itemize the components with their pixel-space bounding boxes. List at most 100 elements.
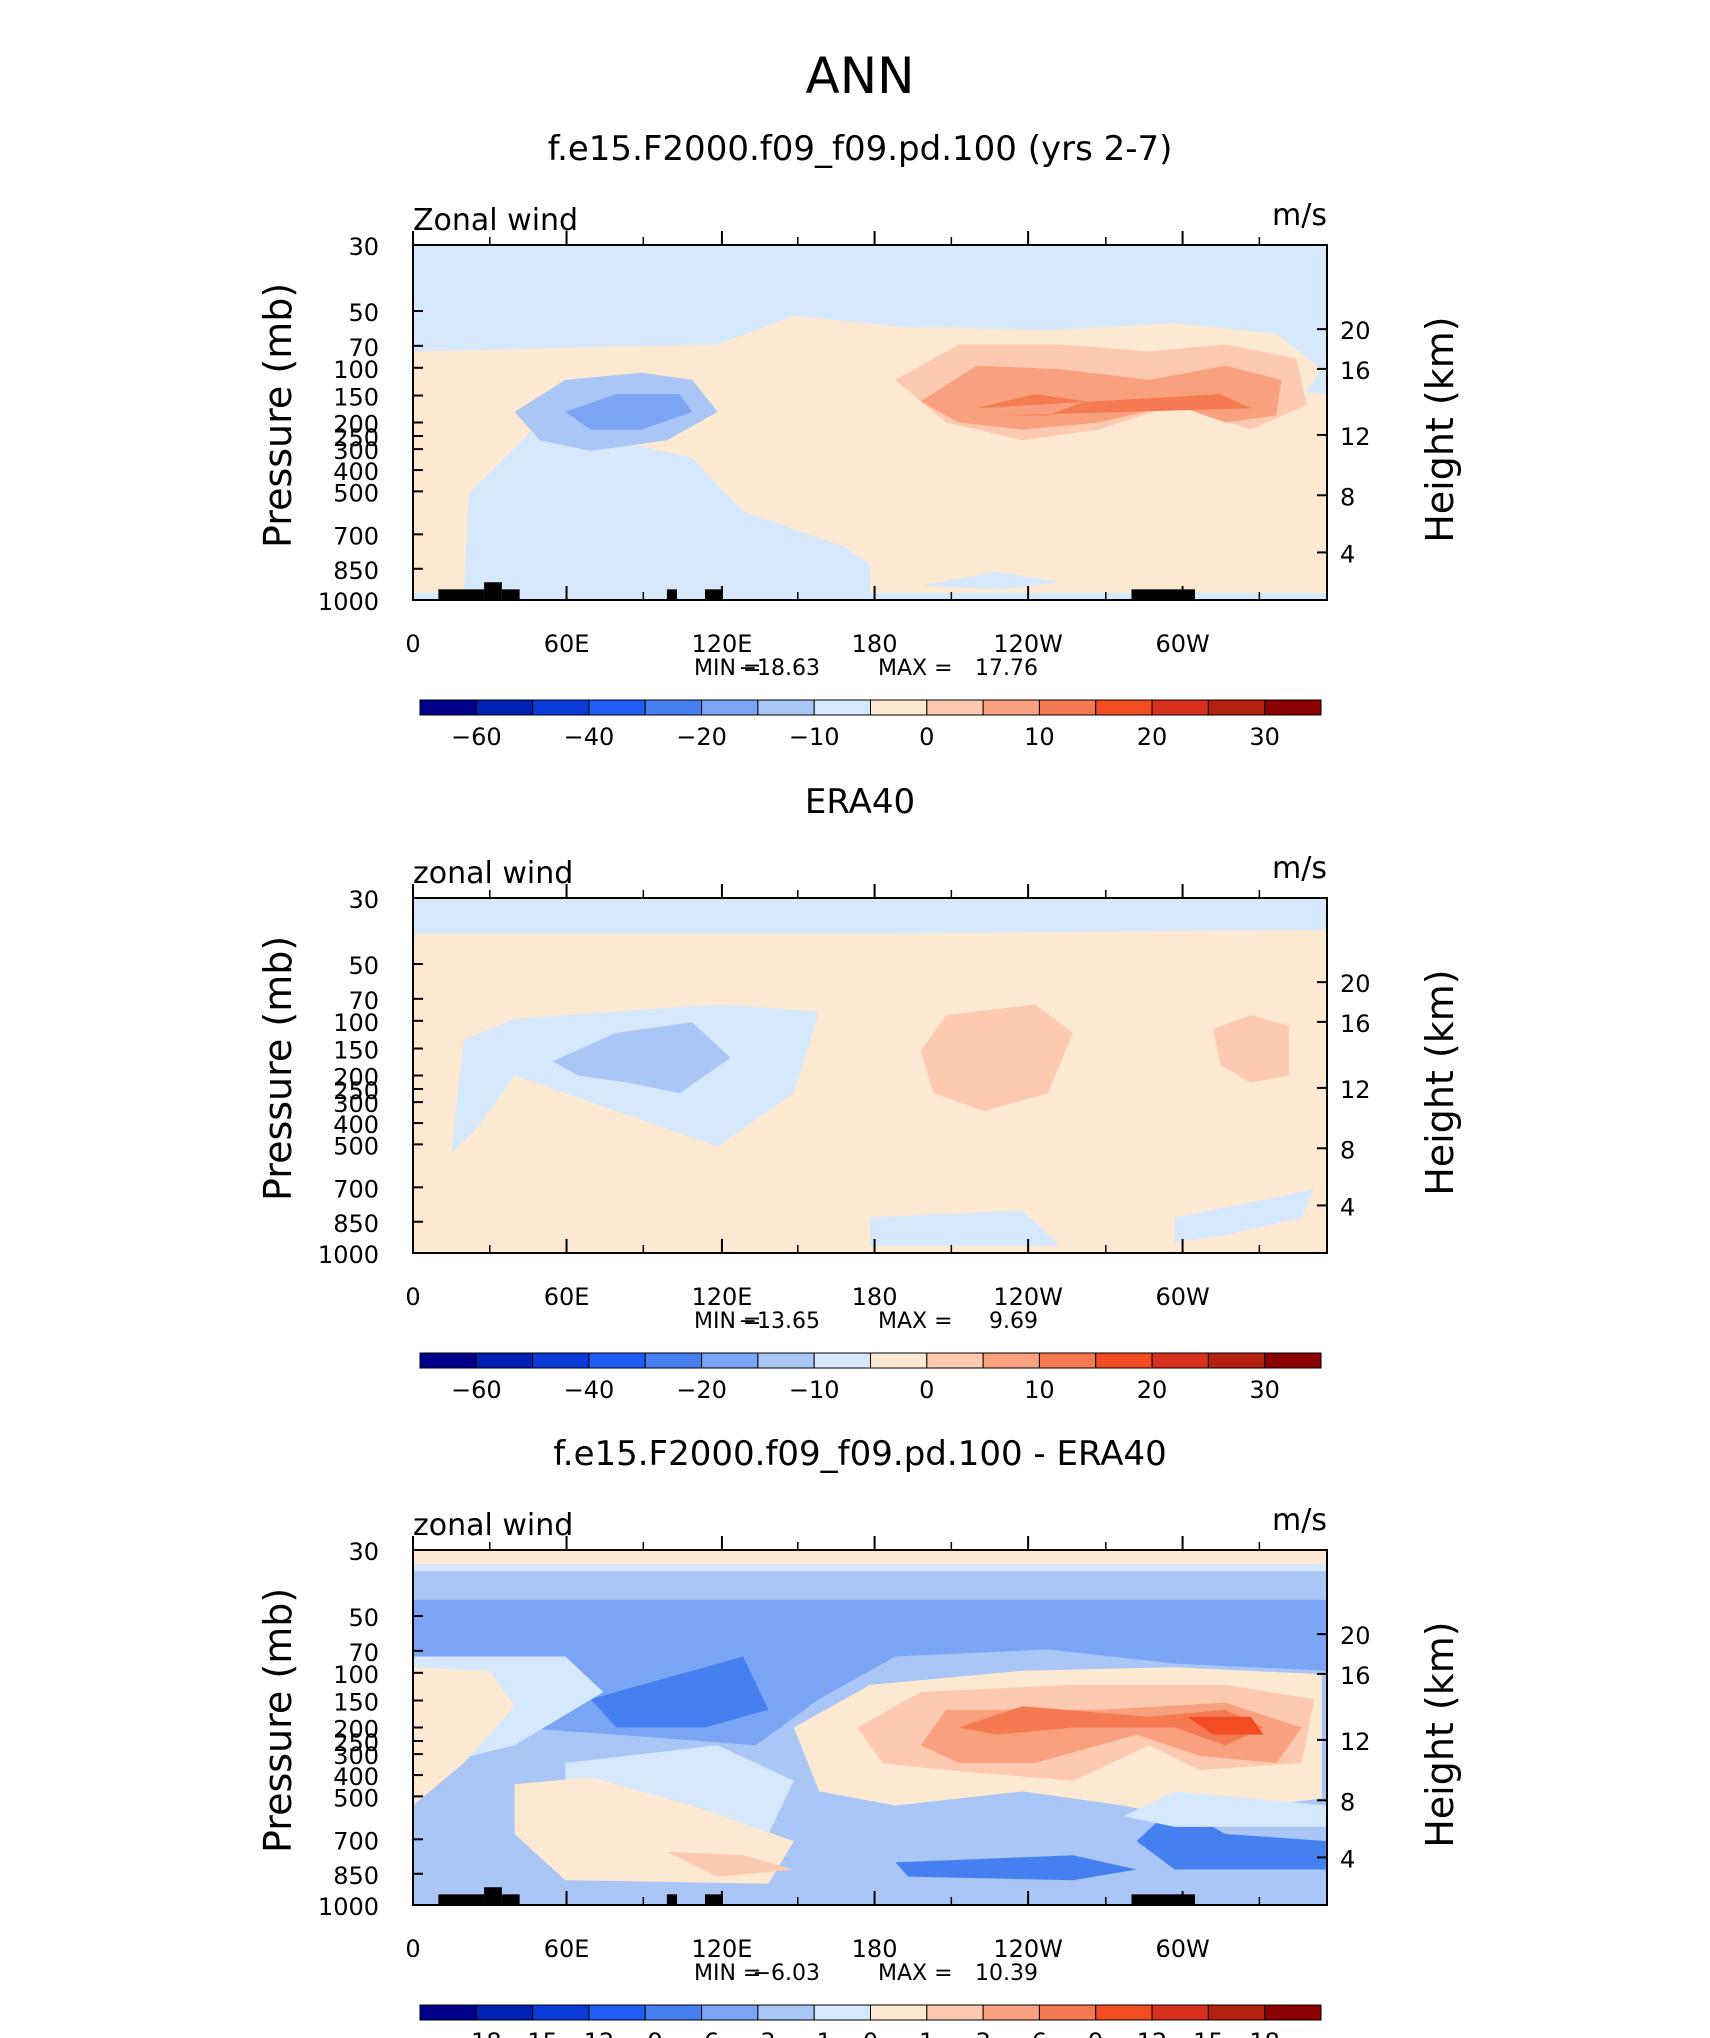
- colorbar-label: −12: [564, 2028, 615, 2038]
- y-tick-label: 850: [333, 557, 379, 585]
- y-right-axis-label: Height (km): [1418, 1621, 1462, 1847]
- y-tick-label: 200: [333, 1064, 379, 1092]
- colorbar-label: 0: [919, 723, 934, 751]
- colorbar-label: −18: [451, 2028, 502, 2038]
- colorbar-cell: [926, 699, 984, 716]
- colorbar-label: −10: [789, 1376, 840, 1404]
- colorbar-cell: [588, 2004, 646, 2021]
- contour-region: [666, 1851, 794, 1877]
- max-label: MAX =: [878, 1961, 953, 1986]
- colorbar-cell: [1151, 2004, 1209, 2021]
- x-tick-label: 120E: [691, 630, 752, 658]
- contour-region: [539, 1182, 744, 1246]
- y-tick-label: 30: [348, 886, 379, 914]
- y-right-tick-label: 16: [1340, 357, 1371, 385]
- y-tick-label: 700: [333, 1827, 379, 1855]
- contour-region: [413, 1564, 1327, 1572]
- colorbar-label: −1: [796, 2028, 831, 2038]
- x-tick-label: 120W: [993, 630, 1063, 658]
- x-tick-label: 60E: [544, 1283, 590, 1311]
- y-tick-label: 400: [333, 1111, 379, 1139]
- colorbar-cell: [757, 1352, 815, 1369]
- y-tick-label: 100: [333, 1661, 379, 1689]
- colorbar-cell: [644, 699, 703, 716]
- y-tick-label: 200: [333, 411, 379, 439]
- y-axis-label: Pressure (mb): [256, 936, 300, 1201]
- min-value: −18.63: [739, 656, 820, 681]
- max-value: 10.39: [975, 1961, 1038, 1986]
- contour-region: [565, 394, 693, 430]
- colorbar-cell: [1151, 1352, 1209, 1369]
- y-axis-label: Pressure (mb): [256, 1588, 300, 1853]
- page-title: ANN: [805, 47, 914, 105]
- y-right-tick-label: 4: [1340, 1193, 1355, 1221]
- y-tick-label: 150: [333, 1037, 379, 1065]
- y-tick-label: 200: [333, 1716, 379, 1744]
- contour-region: [920, 1004, 1074, 1111]
- colorbar-cell: [475, 1352, 534, 1369]
- contour-field: [413, 898, 1327, 1246]
- contour-region: [920, 365, 1282, 430]
- colorbar-cell: [475, 699, 534, 716]
- x-tick-label: 120W: [993, 1283, 1063, 1311]
- y-right-tick-label: 4: [1340, 1845, 1355, 1873]
- y-tick-label: 30: [348, 233, 379, 261]
- colorbar-cell: [588, 1352, 646, 1369]
- terrain-mask: [1131, 589, 1195, 600]
- x-tick-label: 180: [852, 1283, 898, 1311]
- contour-region: [1174, 1189, 1315, 1243]
- colorbar-label: 3: [975, 2028, 990, 2038]
- contour-region: [976, 394, 1251, 416]
- colorbar-label: 12: [1137, 2028, 1168, 2038]
- contour-field: [413, 1550, 1327, 1905]
- y-right-tick-label: 20: [1340, 1622, 1371, 1650]
- x-tick-label: 120W: [993, 1935, 1063, 1963]
- colorbar-cell: [926, 1352, 984, 1369]
- colorbar-label: 18: [1249, 2028, 1280, 2038]
- colorbar-cell: [982, 699, 1040, 716]
- y-right-tick-label: 4: [1340, 540, 1355, 568]
- contour-region: [895, 1855, 1137, 1881]
- y-tick-label: 50: [348, 1604, 379, 1632]
- colorbar-label: −9: [628, 2028, 663, 2038]
- min-label: MIN =: [694, 1309, 761, 1334]
- contour-region: [463, 422, 870, 593]
- terrain-mask: [666, 589, 678, 600]
- x-tick-label: 120E: [691, 1935, 752, 1963]
- max-label: MAX =: [878, 1309, 953, 1334]
- variable-label: Zonal wind: [413, 203, 578, 238]
- colorbar-cell: [532, 2004, 590, 2021]
- colorbar-label: 1: [919, 2028, 934, 2038]
- colorbar-label: 30: [1249, 1376, 1280, 1404]
- colorbar-label: 0: [863, 2028, 878, 2038]
- x-tick-label: 60W: [1155, 1935, 1209, 1963]
- contour-region: [958, 1706, 1264, 1746]
- min-value: −13.65: [739, 1309, 820, 1334]
- y-tick-label: 850: [333, 1210, 379, 1238]
- terrain-mask: [484, 1887, 502, 1905]
- contour-region: [552, 1022, 731, 1094]
- contour-region: [413, 1667, 515, 1806]
- y-tick-label: 70: [348, 334, 379, 362]
- colorbar-cell: [1207, 699, 1266, 716]
- x-tick-label: 0: [405, 1935, 420, 1963]
- colorbar-cell: [1095, 699, 1153, 716]
- y-right-tick-label: 20: [1340, 970, 1371, 998]
- y-tick-label: 30: [348, 1538, 379, 1566]
- y-tick-label: 400: [333, 458, 379, 486]
- variable-label: zonal wind: [413, 856, 573, 891]
- contour-region: [413, 898, 1327, 934]
- colorbar-cell: [419, 2004, 477, 2021]
- y-right-tick-label: 12: [1340, 1076, 1371, 1104]
- x-tick-label: 0: [405, 1283, 420, 1311]
- y-right-tick-label: 12: [1340, 1728, 1371, 1756]
- colorbar-label: −60: [451, 723, 502, 751]
- colorbar-label: −15: [507, 2028, 558, 2038]
- panel-title: ERA40: [805, 782, 915, 822]
- y-tick-label: 500: [333, 479, 379, 507]
- x-tick-label: 0: [405, 630, 420, 658]
- colorbar-cell: [1207, 2004, 1266, 2021]
- colorbar-cell: [813, 699, 871, 716]
- colorbar-cell: [870, 2004, 928, 2021]
